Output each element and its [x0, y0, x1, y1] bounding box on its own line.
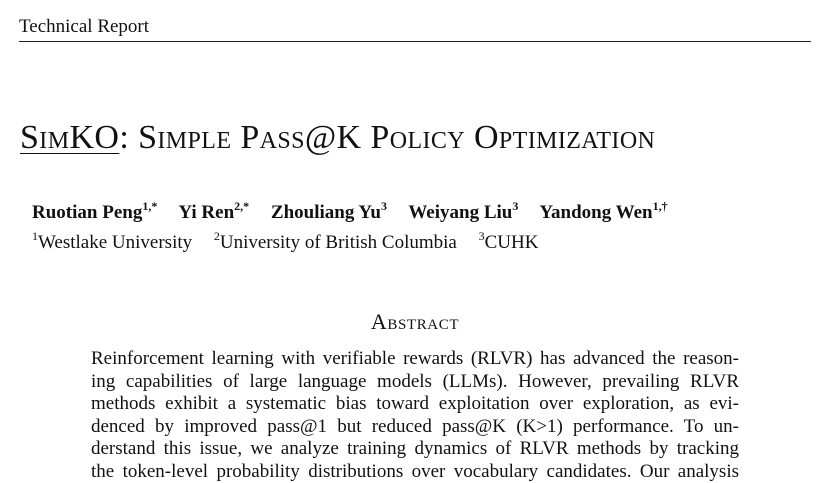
abstract-line: ing capabilities of large language model… — [91, 371, 739, 394]
author-affiliation-marks: 3 — [512, 199, 518, 213]
author-name: Weiyang Liu — [408, 202, 512, 223]
author-name: Yi Ren — [178, 202, 234, 223]
affiliation: 2University of British Columbia — [214, 232, 457, 253]
affiliation-list: 1Westlake University 2University of Brit… — [32, 230, 555, 256]
abstract-line: Reinforcement learning with verifiable r… — [91, 348, 739, 371]
running-head-text: Technical Report — [19, 16, 149, 38]
abstract-heading: Abstract — [0, 308, 830, 336]
abstract-line: derstand this issue, we analyze training… — [91, 438, 739, 461]
affiliation: 3CUHK — [479, 232, 539, 253]
affiliation-name: CUHK — [485, 232, 539, 253]
paper-title-short-name: SimKO — [20, 119, 119, 156]
author-list: Ruotian Peng1,* Yi Ren2,* Zhouliang Yu3 … — [32, 200, 685, 226]
author: Weiyang Liu3 — [408, 202, 518, 223]
author: Zhouliang Yu3 — [271, 202, 387, 223]
affiliation-mark: 1 — [32, 229, 38, 243]
affiliation-mark: 2 — [214, 229, 220, 243]
affiliation-mark: 3 — [479, 229, 485, 243]
author-name: Ruotian Peng — [32, 202, 142, 223]
affiliation-name: Westlake University — [38, 232, 192, 253]
author-name: Yandong Wen — [539, 202, 652, 223]
author: Ruotian Peng1,* — [32, 202, 157, 223]
running-header: Technical Report — [19, 16, 811, 42]
abstract-line: methods exhibit a systematic bias toward… — [91, 393, 739, 416]
affiliation: 1Westlake University — [32, 232, 192, 253]
paper-title-rest: : Simple Pass@K Policy Optimization — [119, 119, 655, 156]
author: Yandong Wen1,† — [539, 202, 667, 223]
abstract-line: the token-level probability distribution… — [91, 461, 739, 483]
author-name: Zhouliang Yu — [271, 202, 381, 223]
abstract-line: denced by improved pass@1 but reduced pa… — [91, 416, 739, 439]
affiliation-name: University of British Columbia — [220, 232, 457, 253]
abstract-body: Reinforcement learning with verifiable r… — [91, 348, 739, 483]
author: Yi Ren2,* — [178, 202, 249, 223]
paper-title: SimKO: Simple Pass@K Policy Optimization — [20, 118, 655, 158]
author-affiliation-marks: 2,* — [234, 199, 249, 213]
author-affiliation-marks: 1,† — [653, 199, 668, 213]
author-affiliation-marks: 1,* — [142, 199, 157, 213]
author-affiliation-marks: 3 — [381, 199, 387, 213]
